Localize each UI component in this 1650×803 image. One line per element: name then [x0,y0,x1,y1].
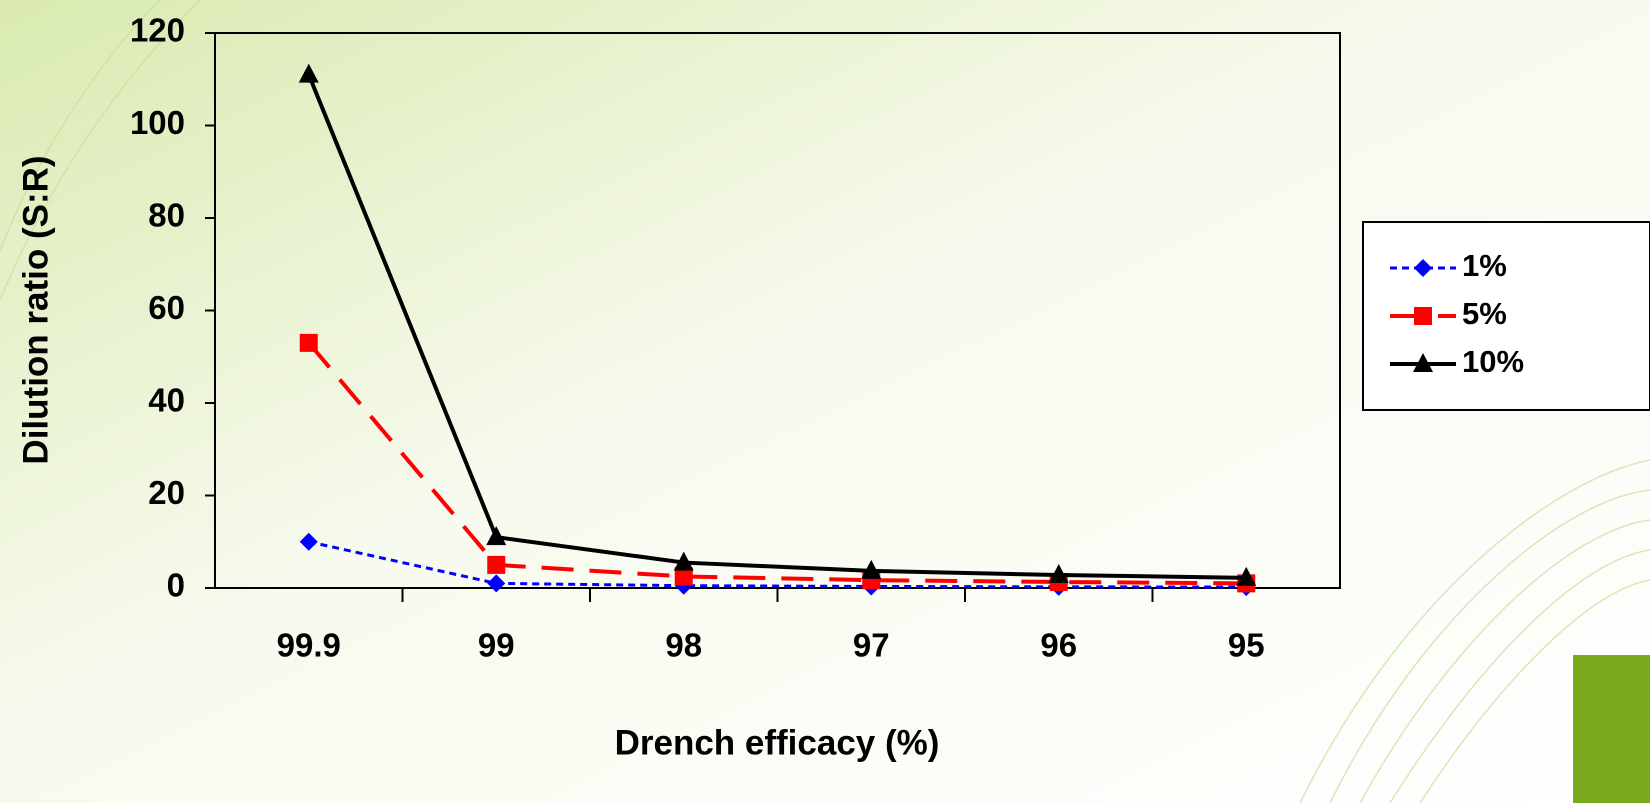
legend-label: 1% [1462,248,1507,283]
legend-marker [1414,307,1432,325]
y-tick-label: 20 [148,474,185,511]
legend-marker [1413,353,1433,372]
y-tick-label: 100 [130,104,185,141]
marker [673,551,694,571]
decor-block [1573,655,1650,803]
x-tick-label: 99 [478,627,515,664]
marker [299,532,318,551]
marker [298,63,319,83]
legend-label: 5% [1462,296,1507,331]
x-tick-label: 95 [1228,627,1265,664]
marker [299,333,318,352]
legend-marker [1414,259,1432,277]
marker [861,559,882,579]
marker [1048,564,1069,584]
x-tick-label: 98 [665,627,702,664]
marker [487,574,506,593]
marker [1236,566,1257,586]
y-tick-label: 120 [130,12,185,49]
marker [674,567,693,586]
x-tick-label: 96 [1040,627,1077,664]
y-axis-title: Dilution ratio (S:R) [16,155,55,464]
series-line [306,73,1247,580]
x-axis-title: Drench efficacy (%) [615,723,940,762]
y-tick-label: 60 [148,289,185,326]
series-line [308,540,1247,589]
y-tick-label: 80 [148,197,185,234]
x-tick-label: 99.9 [277,627,341,664]
x-tick-label: 97 [853,627,890,664]
series-line [307,341,1247,586]
y-tick-label: 0 [167,567,185,604]
marker [486,526,507,546]
marker [487,555,506,574]
legend-label: 10% [1462,344,1524,379]
y-tick-label: 40 [148,382,185,419]
